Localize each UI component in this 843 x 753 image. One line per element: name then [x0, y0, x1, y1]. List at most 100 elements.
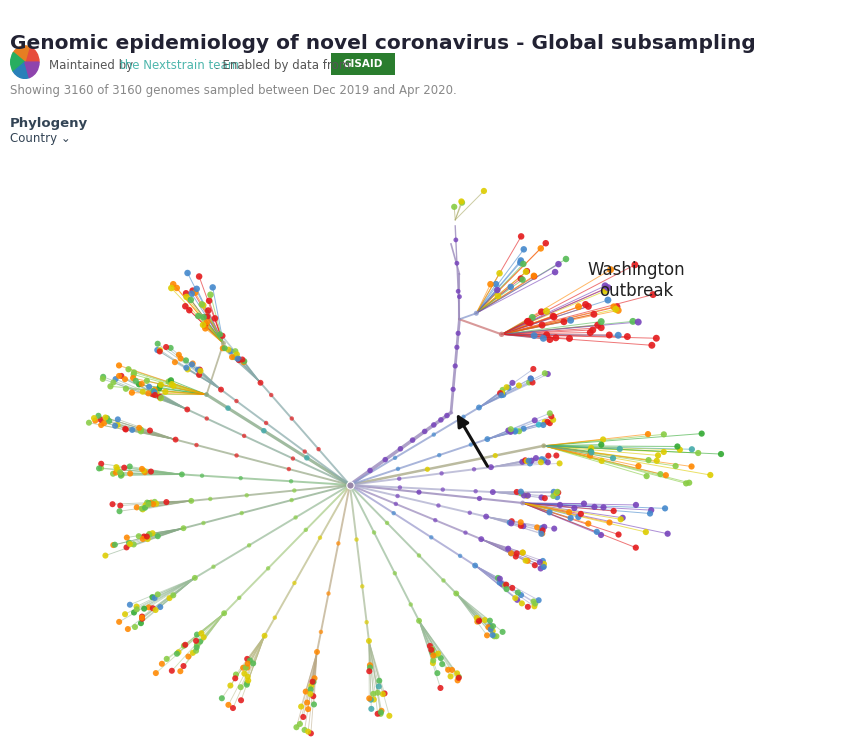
Point — [130, 600, 143, 612]
Point — [454, 550, 467, 562]
Point — [450, 667, 464, 679]
Point — [99, 411, 112, 423]
Point — [155, 658, 169, 670]
Point — [188, 572, 201, 584]
Point — [234, 472, 247, 484]
Point — [123, 461, 137, 473]
Point — [304, 683, 318, 695]
Point — [509, 550, 523, 562]
Point — [452, 285, 465, 297]
Point — [432, 648, 445, 660]
Point — [165, 665, 179, 677]
Point — [459, 526, 472, 538]
Point — [190, 635, 203, 647]
Point — [123, 599, 137, 611]
Point — [153, 380, 167, 392]
Point — [119, 423, 132, 435]
Point — [331, 538, 345, 550]
Point — [496, 387, 509, 399]
Point — [595, 455, 609, 467]
Point — [127, 368, 141, 380]
Point — [110, 419, 124, 431]
Point — [495, 328, 508, 340]
Point — [683, 477, 696, 489]
Point — [216, 343, 229, 355]
Point — [146, 527, 159, 539]
Point — [134, 617, 148, 630]
Point — [463, 507, 476, 519]
Point — [179, 300, 192, 312]
Point — [142, 602, 155, 614]
Point — [503, 517, 517, 529]
Point — [364, 703, 378, 715]
Point — [547, 311, 561, 323]
Point — [514, 230, 528, 242]
Point — [199, 322, 212, 334]
Point — [363, 465, 377, 477]
Point — [350, 534, 363, 546]
Point — [583, 327, 597, 339]
Point — [186, 285, 200, 297]
Point — [137, 465, 150, 477]
Point — [603, 329, 616, 341]
Point — [448, 360, 462, 372]
Point — [306, 675, 319, 687]
Point — [500, 583, 513, 595]
Point — [586, 324, 599, 336]
Point — [230, 395, 244, 407]
Point — [567, 502, 581, 514]
Point — [119, 423, 132, 435]
Point — [505, 517, 518, 529]
Point — [391, 463, 405, 475]
Point — [599, 282, 613, 294]
Point — [230, 349, 244, 361]
Point — [640, 470, 653, 482]
Point — [454, 196, 468, 208]
Point — [94, 458, 108, 470]
Point — [108, 538, 121, 550]
Point — [138, 499, 152, 511]
Point — [534, 528, 548, 540]
Point — [203, 493, 217, 505]
Point — [477, 185, 491, 197]
Point — [290, 721, 303, 733]
Point — [513, 257, 527, 269]
Point — [487, 630, 501, 642]
Point — [185, 358, 199, 370]
Wedge shape — [13, 62, 30, 78]
Point — [224, 345, 238, 357]
Point — [244, 654, 257, 666]
Point — [363, 662, 377, 674]
Point — [685, 461, 698, 473]
Point — [230, 450, 244, 462]
Point — [228, 672, 242, 684]
Point — [159, 496, 173, 508]
Point — [537, 558, 550, 570]
Point — [132, 378, 146, 390]
Point — [577, 498, 591, 510]
Point — [202, 294, 216, 306]
Point — [186, 358, 200, 370]
Point — [177, 522, 191, 534]
Point — [607, 300, 620, 312]
Point — [100, 412, 114, 424]
Point — [511, 587, 524, 599]
Point — [268, 611, 282, 623]
Point — [528, 600, 541, 612]
Point — [180, 291, 193, 303]
Point — [543, 334, 556, 346]
Text: GISAID: GISAID — [343, 59, 383, 69]
Point — [629, 499, 642, 511]
Point — [516, 547, 529, 559]
Point — [601, 282, 615, 294]
Point — [218, 342, 232, 354]
Point — [563, 332, 577, 344]
Point — [387, 507, 400, 519]
Point — [495, 389, 508, 401]
Point — [442, 663, 455, 675]
Wedge shape — [25, 47, 39, 62]
Point — [388, 567, 401, 579]
Point — [504, 281, 518, 293]
Point — [138, 466, 152, 478]
Point — [216, 330, 229, 342]
